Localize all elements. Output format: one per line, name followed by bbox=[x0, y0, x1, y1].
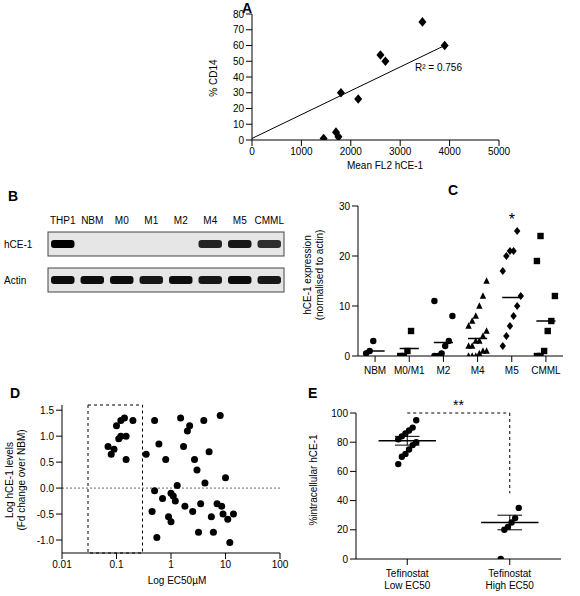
svg-text:2000: 2000 bbox=[340, 146, 363, 157]
svg-text:0: 0 bbox=[344, 351, 350, 362]
html-text:Mean FL2 hCE-1: Mean FL2 hCE-1 bbox=[346, 160, 424, 171]
svg-text:M2: M2 bbox=[174, 215, 188, 226]
svg-text:NBM: NBM bbox=[81, 215, 103, 226]
svg-text:0: 0 bbox=[238, 135, 244, 146]
svg-text:0.1: 0.1 bbox=[110, 559, 124, 570]
svg-text:10: 10 bbox=[233, 119, 245, 130]
svg-text:40: 40 bbox=[233, 72, 245, 83]
svg-text:20: 20 bbox=[339, 251, 351, 262]
html-text:% CD14: % CD14 bbox=[208, 59, 219, 97]
html-text:D: D bbox=[10, 385, 21, 401]
svg-text:Actin: Actin bbox=[8, 275, 26, 286]
svg-text:TefinostatLow EC50: TefinostatLow EC50 bbox=[384, 568, 431, 591]
html-text:C: C bbox=[448, 182, 459, 198]
svg-text:5000: 5000 bbox=[488, 146, 511, 157]
svg-text:80: 80 bbox=[337, 437, 349, 448]
svg-text:M0/M1: M0/M1 bbox=[394, 365, 425, 376]
svg-text:-0.5: -0.5 bbox=[37, 509, 55, 520]
svg-text:3000: 3000 bbox=[389, 146, 412, 157]
svg-text:M5: M5 bbox=[505, 365, 519, 376]
svg-text:4000: 4000 bbox=[438, 146, 461, 157]
svg-text:M0: M0 bbox=[115, 215, 129, 226]
svg-text:100: 100 bbox=[272, 559, 289, 570]
svg-text:60: 60 bbox=[233, 40, 245, 51]
svg-text:M1: M1 bbox=[144, 215, 158, 226]
svg-text:20: 20 bbox=[337, 524, 349, 535]
svg-text:0: 0 bbox=[342, 554, 348, 565]
svg-text:-1.0: -1.0 bbox=[37, 535, 55, 546]
svg-text:1.0: 1.0 bbox=[40, 431, 54, 442]
svg-text:THP1: THP1 bbox=[50, 215, 76, 226]
svg-text:60: 60 bbox=[337, 466, 349, 477]
svg-text:10: 10 bbox=[220, 559, 232, 570]
svg-text:**: ** bbox=[453, 397, 464, 413]
svg-text:1.5: 1.5 bbox=[40, 405, 54, 416]
html-text:%intracellular hCE-1: %intracellular hCE-1 bbox=[308, 434, 319, 526]
svg-text:20: 20 bbox=[233, 103, 245, 114]
svg-text:*: * bbox=[509, 211, 515, 228]
svg-text:TefinostatHigh EC50: TefinostatHigh EC50 bbox=[486, 568, 535, 591]
svg-text:70: 70 bbox=[233, 24, 245, 35]
svg-text:0.01: 0.01 bbox=[52, 559, 72, 570]
svg-text:0.5: 0.5 bbox=[40, 457, 54, 468]
html-text:Log hCE-1 levels (Fd change ov: Log hCE-1 levels (Fd change over NBM) bbox=[4, 429, 27, 531]
svg-text:1000: 1000 bbox=[290, 146, 313, 157]
html-text:E: E bbox=[308, 385, 318, 401]
svg-text:M5: M5 bbox=[233, 215, 247, 226]
svg-text:0: 0 bbox=[249, 146, 255, 157]
html-text:hCE-1 expression (normalised t: hCE-1 expression (normalised to actin) bbox=[302, 229, 325, 321]
svg-text:NBM: NBM bbox=[364, 365, 386, 376]
svg-text:10: 10 bbox=[339, 301, 351, 312]
svg-text:M2: M2 bbox=[436, 365, 450, 376]
svg-text:M4: M4 bbox=[471, 365, 485, 376]
svg-text:0.0: 0.0 bbox=[40, 483, 54, 494]
svg-text:30: 30 bbox=[339, 201, 351, 212]
html-text:A: A bbox=[242, 0, 253, 16]
svg-text:50: 50 bbox=[233, 56, 245, 67]
svg-text:40: 40 bbox=[337, 495, 349, 506]
html-text:Log EC50µM: Log EC50µM bbox=[147, 575, 207, 586]
svg-text:1: 1 bbox=[168, 559, 174, 570]
svg-text:CMML: CMML bbox=[255, 215, 285, 226]
svg-text:CMML: CMML bbox=[531, 365, 561, 376]
svg-text:80: 80 bbox=[233, 9, 245, 20]
svg-text:30: 30 bbox=[233, 87, 245, 98]
svg-text:100: 100 bbox=[331, 408, 348, 419]
svg-text:hCE-1: hCE-1 bbox=[8, 239, 33, 250]
html-text:R² = 0.756: R² = 0.756 bbox=[415, 62, 462, 73]
html-text:B: B bbox=[8, 188, 19, 204]
svg-text:M4: M4 bbox=[203, 215, 217, 226]
